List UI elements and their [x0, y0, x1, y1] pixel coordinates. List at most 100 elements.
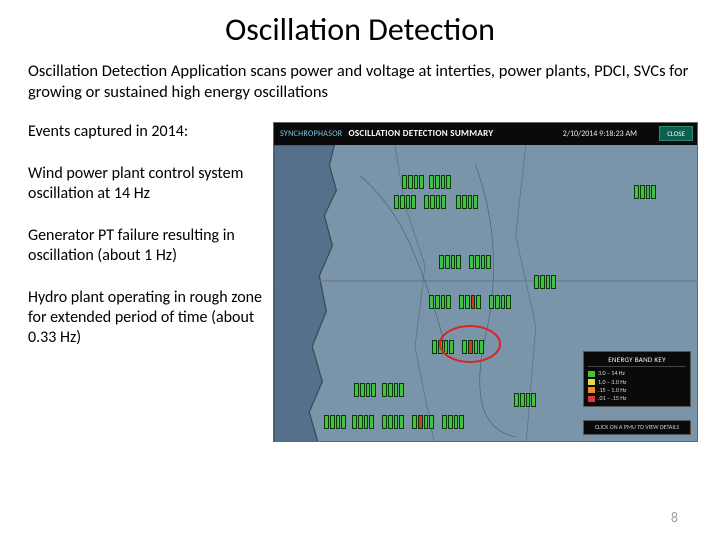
marker-bar — [451, 255, 456, 269]
marker-bar — [454, 415, 459, 429]
pmu-marker[interactable] — [489, 295, 511, 309]
marker-bar — [481, 255, 486, 269]
marker-bar — [424, 195, 429, 209]
pmu-marker[interactable] — [382, 415, 404, 429]
marker-bar — [459, 415, 464, 429]
marker-bar — [531, 393, 536, 407]
map-body: ENERGY BAND KEY 3.0 – 14 Hz1.0 – 3.0 Hz.… — [274, 145, 697, 441]
marker-bar — [456, 255, 461, 269]
marker-bar — [394, 415, 399, 429]
marker-bar — [418, 415, 423, 429]
pmu-marker[interactable] — [439, 255, 461, 269]
pmu-marker[interactable] — [514, 393, 536, 407]
marker-bar — [429, 295, 434, 309]
event-2: Generator PT failure resulting in oscill… — [28, 226, 263, 266]
marker-bar — [442, 415, 447, 429]
close-button[interactable]: CLOSE — [659, 126, 693, 141]
map-header: SYNCHROPHASOR OSCILLATION DETECTION SUMM… — [274, 123, 697, 145]
marker-bar — [382, 415, 387, 429]
pmu-marker[interactable] — [429, 175, 451, 189]
marker-bar — [441, 195, 446, 209]
header-title: OSCILLATION DETECTION SUMMARY — [348, 128, 493, 139]
view-details-hint: CLICK ON A PMU TO VIEW DETAILS — [583, 420, 691, 435]
marker-bar — [640, 185, 645, 199]
legend-label: .01 – .15 Hz — [598, 394, 626, 402]
marker-bar — [495, 295, 500, 309]
marker-bar — [446, 295, 451, 309]
legend-title: ENERGY BAND KEY — [588, 355, 686, 367]
page-number: 8 — [671, 509, 678, 526]
marker-bar — [526, 393, 531, 407]
marker-bar — [352, 415, 357, 429]
marker-bar — [424, 415, 429, 429]
marker-bar — [436, 195, 441, 209]
pmu-marker[interactable] — [429, 295, 451, 309]
marker-bar — [435, 295, 440, 309]
pmu-marker[interactable] — [402, 175, 424, 189]
legend-label: .15 – 1.0 Hz — [598, 386, 626, 394]
marker-bar — [540, 275, 545, 289]
marker-bar — [489, 295, 494, 309]
marker-bar — [394, 383, 399, 397]
marker-bar — [399, 383, 404, 397]
legend-label: 3.0 – 14 Hz — [598, 369, 625, 377]
pmu-marker[interactable] — [459, 295, 481, 309]
marker-bar — [414, 175, 419, 189]
marker-bar — [408, 175, 413, 189]
marker-bar — [430, 195, 435, 209]
marker-bar — [371, 383, 376, 397]
marker-bar — [546, 275, 551, 289]
marker-bar — [388, 415, 393, 429]
pmu-marker[interactable] — [534, 275, 556, 289]
marker-bar — [471, 295, 476, 309]
pmu-marker[interactable] — [456, 195, 478, 209]
pmu-marker[interactable] — [382, 383, 404, 397]
marker-bar — [364, 415, 369, 429]
marker-bar — [634, 185, 639, 199]
energy-band-legend: ENERGY BAND KEY 3.0 – 14 Hz1.0 – 3.0 Hz.… — [583, 351, 691, 407]
marker-bar — [419, 175, 424, 189]
marker-bar — [441, 295, 446, 309]
marker-bar — [551, 275, 556, 289]
pmu-marker[interactable] — [424, 195, 446, 209]
marker-bar — [412, 415, 417, 429]
legend-row: 1.0 – 3.0 Hz — [588, 378, 686, 386]
marker-bar — [534, 275, 539, 289]
marker-bar — [394, 195, 399, 209]
marker-bar — [366, 383, 371, 397]
marker-bar — [358, 415, 363, 429]
marker-bar — [341, 415, 346, 429]
alert-circle — [439, 325, 501, 363]
marker-bar — [324, 415, 329, 429]
pmu-marker[interactable] — [324, 415, 346, 429]
pmu-marker[interactable] — [412, 415, 434, 429]
pmu-marker[interactable] — [442, 415, 464, 429]
page-title: Oscillation Detection — [0, 0, 720, 61]
marker-bar — [432, 340, 437, 354]
marker-bar — [506, 295, 511, 309]
marker-bar — [514, 393, 519, 407]
marker-bar — [369, 415, 374, 429]
timestamp: 2/10/2014 9:18:23 AM — [563, 129, 637, 139]
marker-bar — [360, 383, 365, 397]
marker-bar — [446, 175, 451, 189]
pmu-marker[interactable] — [634, 185, 656, 199]
legend-swatch — [588, 379, 595, 385]
marker-bar — [456, 195, 461, 209]
legend-row: .01 – .15 Hz — [588, 394, 686, 402]
marker-bar — [476, 295, 481, 309]
subtitle-text: Oscillation Detection Application scans … — [0, 61, 720, 104]
pmu-marker[interactable] — [354, 383, 376, 397]
event-3: Hydro plant operating in rough zone for … — [28, 288, 263, 348]
marker-bar — [399, 415, 404, 429]
event-1: Wind power plant control system oscillat… — [28, 164, 263, 204]
pmu-marker[interactable] — [469, 255, 491, 269]
oscillation-map-panel: SYNCHROPHASOR OSCILLATION DETECTION SUMM… — [273, 122, 698, 442]
marker-bar — [462, 195, 467, 209]
marker-bar — [439, 255, 444, 269]
pmu-marker[interactable] — [394, 195, 416, 209]
left-column: Events captured in 2014: Wind power plan… — [28, 122, 273, 442]
pmu-marker[interactable] — [352, 415, 374, 429]
legend-swatch — [588, 371, 595, 377]
content-row: Events captured in 2014: Wind power plan… — [0, 122, 720, 442]
